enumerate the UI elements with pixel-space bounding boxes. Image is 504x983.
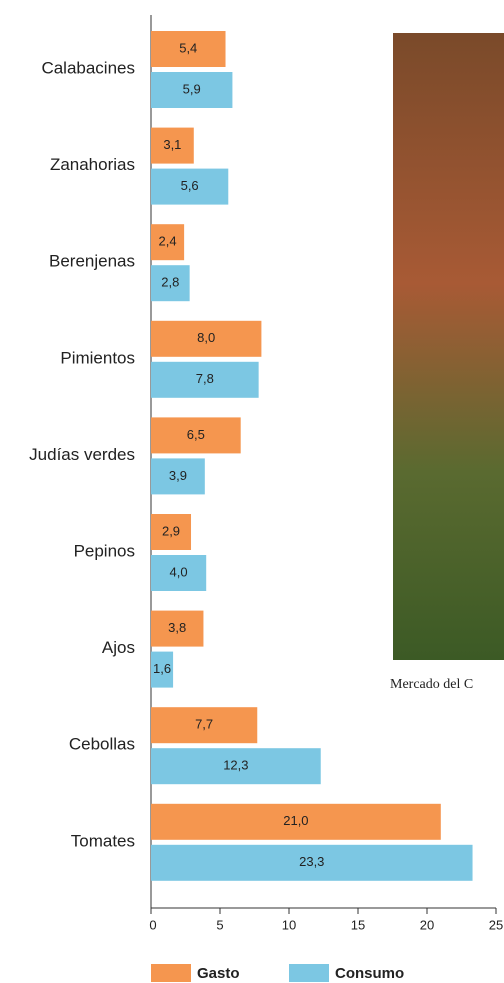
x-tick-label: 0 bbox=[149, 917, 156, 932]
photo-caption: Mercado del C bbox=[390, 677, 473, 692]
value-label: 3,1 bbox=[163, 137, 181, 152]
value-label: 8,0 bbox=[197, 330, 215, 345]
x-tick-label: 10 bbox=[282, 917, 296, 932]
legend-label: Consumo bbox=[335, 965, 404, 982]
value-label: 5,4 bbox=[179, 40, 197, 55]
category-label: Tomates bbox=[71, 831, 135, 850]
value-label: 2,9 bbox=[162, 523, 180, 538]
value-label: 12,3 bbox=[223, 758, 248, 773]
legend-label: Gasto bbox=[197, 965, 240, 982]
value-label: 6,5 bbox=[187, 427, 205, 442]
value-label: 5,6 bbox=[181, 178, 199, 193]
category-label: Judías verdes bbox=[29, 445, 135, 464]
value-label: 3,8 bbox=[168, 620, 186, 635]
value-label: 1,6 bbox=[153, 661, 171, 676]
x-tick-label: 15 bbox=[351, 917, 365, 932]
category-label: Pepinos bbox=[74, 541, 135, 560]
value-label: 3,9 bbox=[169, 468, 187, 483]
value-label: 4,0 bbox=[170, 564, 188, 579]
x-tick-label: 25 bbox=[489, 917, 503, 932]
value-label: 23,3 bbox=[299, 854, 324, 869]
x-tick-label: 20 bbox=[420, 917, 434, 932]
category-label: Pimientos bbox=[60, 348, 135, 367]
value-label: 7,8 bbox=[196, 371, 214, 386]
legend-swatch bbox=[151, 964, 191, 982]
category-label: Calabacines bbox=[41, 58, 135, 77]
value-label: 21,0 bbox=[283, 813, 308, 828]
value-label: 2,4 bbox=[159, 234, 177, 249]
x-tick-label: 5 bbox=[216, 917, 223, 932]
category-label: Cebollas bbox=[69, 735, 135, 754]
category-label: Berenjenas bbox=[49, 252, 135, 271]
chart: Mercado del C 0 5 10 15 20 25 Calabacines 5,4 5,… bbox=[0, 0, 504, 983]
value-label: 5,9 bbox=[183, 81, 201, 96]
legend-swatch bbox=[289, 964, 329, 982]
photo bbox=[393, 33, 504, 660]
category-label: Ajos bbox=[102, 638, 135, 657]
value-label: 7,7 bbox=[195, 717, 213, 732]
value-label: 2,8 bbox=[161, 275, 179, 290]
category-label: Zanahorias bbox=[50, 155, 135, 174]
